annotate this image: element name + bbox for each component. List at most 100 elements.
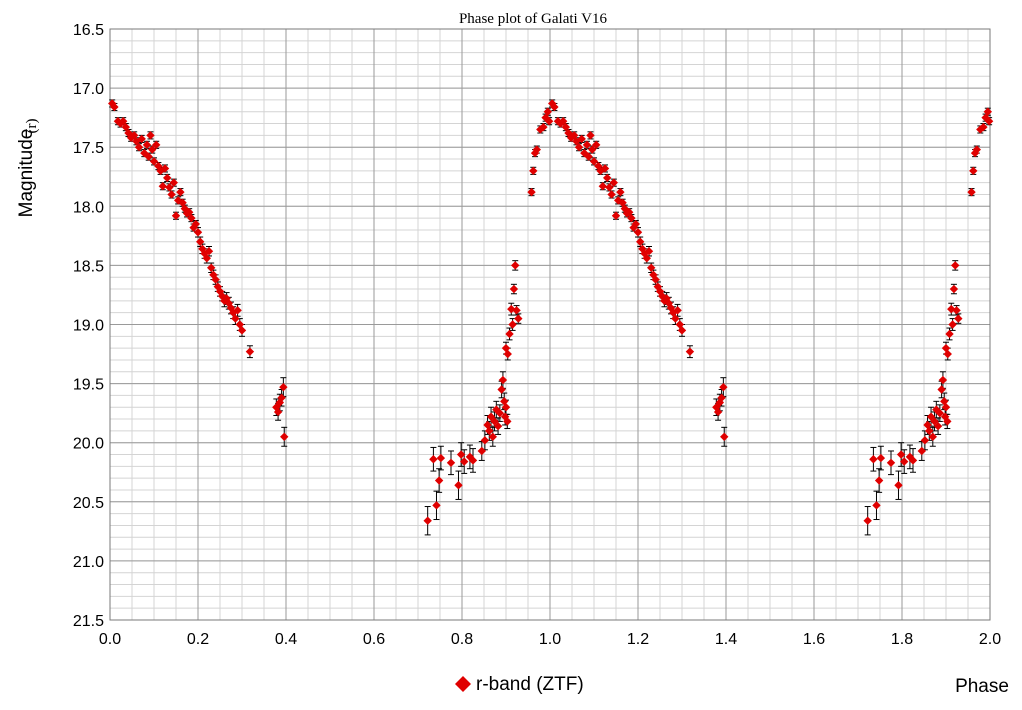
data-point [512, 306, 521, 315]
data-point [926, 412, 936, 421]
data-point [493, 421, 503, 431]
data-point [586, 131, 595, 140]
data-point [280, 432, 289, 441]
data-point [165, 183, 174, 192]
legend-marker [455, 676, 471, 692]
data-point [588, 145, 597, 154]
data-point [148, 145, 157, 154]
data-point [211, 275, 220, 284]
data-point [468, 456, 478, 465]
data-point [603, 173, 612, 183]
data-point [653, 282, 662, 291]
data-point [589, 157, 599, 166]
data-point [886, 458, 896, 467]
data-point [930, 417, 939, 426]
data-point [647, 263, 656, 272]
data-point [671, 314, 680, 323]
data-point [149, 157, 159, 166]
data-point [137, 134, 146, 144]
data-point [446, 458, 456, 467]
data-point [454, 481, 463, 490]
data-point [614, 196, 623, 205]
data-point [717, 393, 726, 402]
data-point [456, 450, 466, 459]
y-tick-label: 21.0 [73, 554, 104, 571]
data-point [949, 284, 959, 294]
data-point [152, 140, 161, 150]
data-point [193, 228, 203, 237]
data-point [967, 187, 976, 197]
data-point [669, 308, 678, 317]
data-point [896, 450, 906, 459]
x-axis-title: Phase [955, 676, 1009, 697]
data-point [507, 304, 516, 314]
y-tick-label: 19.0 [73, 318, 104, 335]
data-point [584, 152, 593, 161]
data-point [544, 116, 554, 126]
data-point [943, 417, 952, 426]
data-point [943, 349, 952, 359]
data-point [539, 122, 548, 132]
data-point [951, 261, 960, 270]
data-point [460, 457, 469, 466]
y-axis-unit: (r) [24, 119, 40, 134]
data-point [503, 349, 512, 359]
data-point [928, 432, 937, 441]
data-point [574, 143, 584, 152]
data-point [245, 347, 255, 356]
y-tick-label: 21.5 [73, 613, 104, 630]
data-point [142, 140, 152, 150]
data-point [556, 119, 565, 128]
data-point [876, 453, 886, 463]
data-point [505, 329, 514, 339]
data-point [636, 237, 645, 246]
legend: r-band (ZTF) [455, 674, 584, 695]
data-point [110, 102, 119, 112]
data-point [620, 204, 629, 213]
data-point [594, 161, 603, 171]
x-tick-label: 1.2 [627, 631, 649, 648]
plot-border [109, 28, 991, 621]
data-point [277, 393, 286, 402]
y-tick-label: 18.5 [73, 258, 104, 275]
data-point [202, 254, 211, 263]
data-point [501, 403, 511, 412]
data-point [948, 320, 957, 329]
data-point [600, 164, 610, 173]
y-tick-label: 17.5 [73, 140, 104, 157]
data-point [905, 452, 915, 462]
data-point [611, 211, 621, 220]
data-point [954, 314, 963, 323]
data-point [580, 148, 589, 158]
data-point [605, 183, 614, 192]
data-point [559, 116, 568, 126]
data-point [171, 211, 181, 220]
data-point [713, 407, 723, 417]
data-point [941, 403, 951, 412]
data-point [969, 166, 978, 176]
y-tick-label: 20.0 [73, 436, 104, 453]
data-point [651, 275, 660, 284]
data-point [863, 516, 872, 525]
data-point [477, 446, 486, 456]
y-axis-title: Magnitude [16, 129, 37, 218]
data-point [561, 122, 571, 132]
x-tick-label: 0.2 [187, 631, 209, 648]
data-point [432, 501, 441, 510]
data-point [894, 481, 903, 490]
data-points [108, 99, 994, 525]
data-point [874, 476, 884, 485]
data-point [616, 187, 625, 197]
data-point [642, 254, 651, 263]
data-point [167, 190, 176, 199]
data-point [675, 320, 684, 329]
data-point [983, 107, 992, 116]
x-tick-label: 1.6 [803, 631, 825, 648]
data-point [932, 405, 941, 414]
data-point [662, 294, 671, 303]
data-point [640, 249, 649, 258]
data-point [514, 314, 523, 323]
data-point [226, 303, 236, 313]
